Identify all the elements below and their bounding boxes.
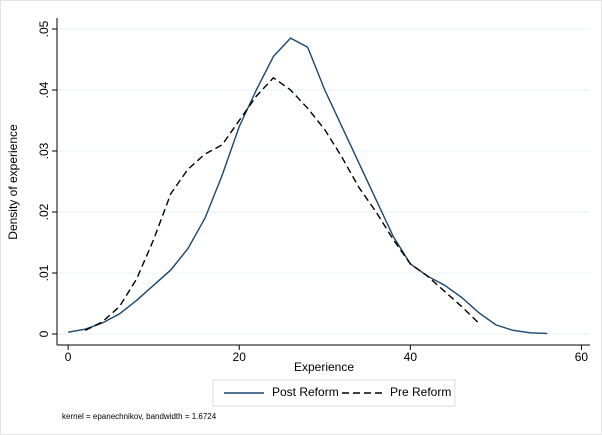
y-tick-label: .05	[37, 20, 51, 37]
y-axis-label: Density of experience	[6, 124, 20, 240]
x-tick-label: 40	[404, 350, 418, 364]
x-tick-label: 60	[575, 350, 589, 364]
x-tick-label: 0	[65, 350, 72, 364]
x-axis-label: Experience	[294, 360, 354, 374]
density-line	[84, 76, 480, 331]
y-tick-label: 0	[37, 330, 51, 337]
y-tick-label: .04	[37, 81, 51, 98]
legend-label: Pre Reform	[390, 385, 451, 399]
legend-label: Post Reform	[272, 385, 339, 399]
density-line	[67, 37, 548, 335]
note: kernel = epanechnikov, bandwidth = 1.672…	[62, 412, 217, 421]
y-tick-label: .02	[37, 203, 51, 220]
y-tick-label: .01	[37, 264, 51, 281]
y-tick-label: .03	[37, 142, 51, 159]
x-tick-label: 20	[233, 350, 247, 364]
